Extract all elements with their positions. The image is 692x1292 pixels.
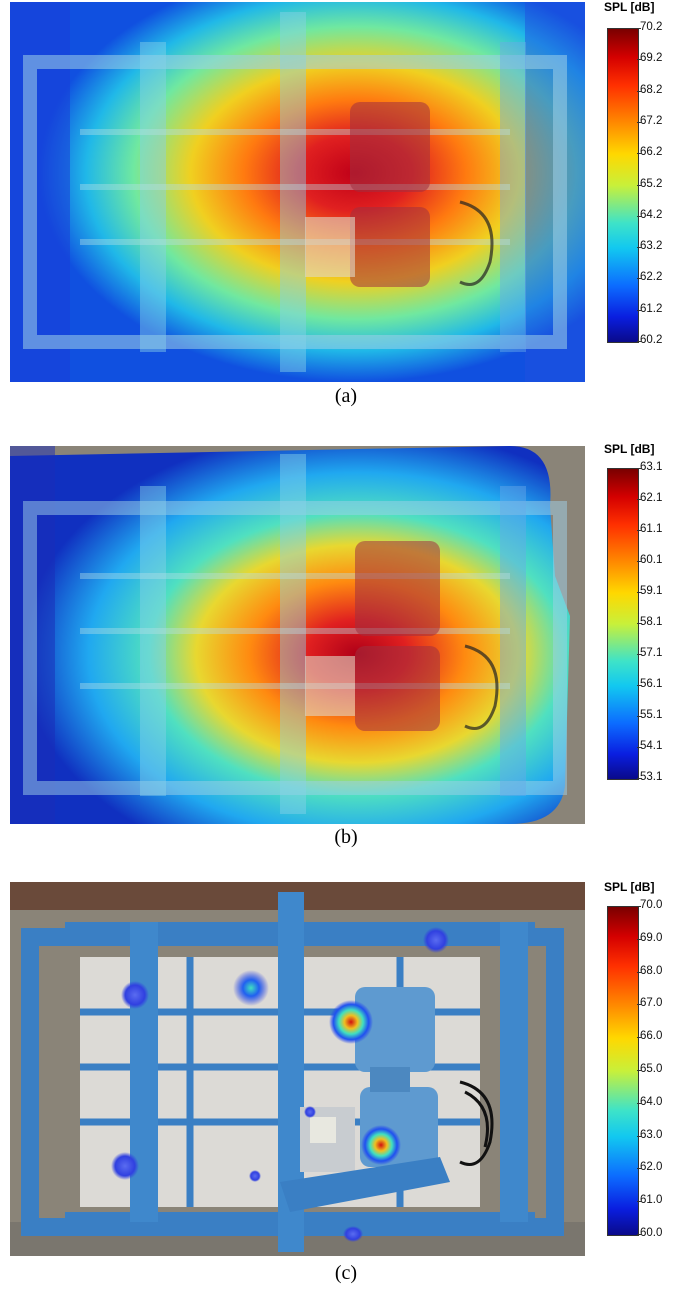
colorbar-tick-label: 62.0 bbox=[640, 1161, 663, 1174]
colorbar-tick-mark bbox=[637, 1234, 641, 1235]
colorbar-tick-label: 64.0 bbox=[640, 1095, 663, 1108]
colorbar-tick-mark bbox=[637, 341, 641, 342]
colorbar-tick-label: 61.2 bbox=[640, 302, 663, 315]
colorbar-tick-mark bbox=[637, 1201, 641, 1203]
heatmap-image-c bbox=[10, 882, 585, 1256]
colorbar-tick-mark bbox=[637, 184, 641, 186]
colorbar-c bbox=[607, 906, 639, 1236]
colorbar-tick-mark bbox=[637, 499, 641, 500]
colorbar-tick-mark bbox=[637, 90, 641, 92]
colorbar-tick-mark bbox=[637, 561, 641, 562]
heatmap-image-b bbox=[10, 446, 585, 824]
colorbar-tick-label: 70.0 bbox=[640, 899, 663, 911]
colorbar-tick-mark bbox=[637, 1070, 641, 1071]
colorbar-tick-label: 67.2 bbox=[640, 114, 663, 127]
colorbar-tick-label: 66.2 bbox=[640, 146, 663, 159]
colorbar-tick-label: 57.1 bbox=[640, 647, 663, 659]
colorbar-tick-mark bbox=[637, 1168, 641, 1170]
colorbar-title-c: SPL [dB] bbox=[604, 880, 655, 894]
colorbar-title: SPL [dB] bbox=[604, 0, 655, 14]
caption-a: (a) bbox=[334, 385, 358, 407]
colorbar-tick-label: 62.2 bbox=[640, 271, 663, 284]
colorbar-tick-label: 67.0 bbox=[640, 997, 663, 1010]
colorbar-tick-mark bbox=[637, 1135, 641, 1137]
heatmap-image-a bbox=[10, 2, 585, 382]
colorbar-tick-label: 58.1 bbox=[640, 616, 663, 628]
colorbar-tick-label: 65.0 bbox=[640, 1063, 663, 1075]
colorbar-tick-mark bbox=[637, 530, 641, 531]
colorbar-tick-mark bbox=[637, 28, 641, 29]
colorbar-tick-mark bbox=[637, 121, 641, 123]
colorbar-tick-mark bbox=[637, 59, 641, 61]
colorbar-tick-label: 55.1 bbox=[640, 709, 663, 721]
colorbar-tick-label: 69.2 bbox=[640, 52, 663, 65]
panel-b bbox=[0, 0, 692, 1]
colorbar-tick-label: 66.0 bbox=[640, 1030, 663, 1043]
colorbar-tick-mark bbox=[637, 592, 641, 593]
colorbar-tick-label: 54.1 bbox=[640, 740, 663, 752]
colorbar-tick-mark bbox=[637, 309, 641, 311]
colorbar-tick-mark bbox=[637, 778, 641, 779]
caption-c: (c) bbox=[334, 1262, 358, 1284]
colorbar-tick-label: 63.2 bbox=[640, 240, 663, 253]
panel-a: SPL [dB] 70.2 69.2 68.2 67.2 66.2 65.2 64.2 63.… bbox=[0, 0, 692, 410]
colorbar-tick-label: 65.2 bbox=[640, 177, 663, 190]
colorbar-tick-label: 63.0 bbox=[640, 1128, 663, 1141]
colorbar-tick-label: 68.2 bbox=[640, 83, 663, 96]
colorbar-tick-label: 70.2 bbox=[640, 21, 663, 33]
colorbar-tick-mark bbox=[637, 938, 641, 940]
colorbar-title-b: SPL [dB] bbox=[604, 442, 655, 456]
colorbar-tick-mark bbox=[637, 971, 641, 973]
colorbar-tick-label: 60.1 bbox=[640, 554, 663, 566]
colorbar-tick-label: 61.0 bbox=[640, 1194, 663, 1207]
colorbar-tick-mark bbox=[637, 1004, 641, 1006]
colorbar-tick-mark bbox=[637, 468, 641, 469]
colorbar-tick-mark bbox=[637, 1037, 641, 1039]
colorbar-tick-label: 61.1 bbox=[640, 523, 663, 535]
colorbar-tick-mark bbox=[637, 215, 641, 217]
colorbar-b bbox=[607, 468, 639, 780]
colorbar-tick-label: 63.1 bbox=[640, 461, 663, 473]
colorbar-tick-label: 56.1 bbox=[640, 678, 663, 690]
colorbar-tick-label: 69.0 bbox=[640, 931, 663, 944]
colorbar-tick-label: 68.0 bbox=[640, 964, 663, 977]
caption-b: (b) bbox=[334, 826, 358, 848]
colorbar-tick-label: 59.1 bbox=[640, 585, 663, 597]
colorbar-tick-label: 60.0 bbox=[640, 1227, 663, 1239]
colorbar-tick-mark bbox=[637, 654, 641, 655]
colorbar-tick-mark bbox=[637, 153, 641, 155]
colorbar-tick-mark bbox=[637, 278, 641, 280]
colorbar-tick-mark bbox=[637, 747, 641, 748]
colorbar-tick-mark bbox=[637, 716, 641, 717]
colorbar-tick-label: 53.1 bbox=[640, 771, 663, 783]
colorbar-tick-label: 60.2 bbox=[640, 334, 663, 346]
colorbar-tick-mark bbox=[637, 1102, 641, 1104]
colorbar-tick-mark bbox=[637, 685, 641, 686]
colorbar bbox=[607, 28, 639, 343]
colorbar-tick-mark bbox=[637, 247, 641, 249]
colorbar-tick-label: 62.1 bbox=[640, 492, 663, 504]
colorbar-tick-mark bbox=[637, 623, 641, 624]
colorbar-tick-label: 64.2 bbox=[640, 208, 663, 221]
colorbar-tick-mark bbox=[637, 906, 641, 907]
